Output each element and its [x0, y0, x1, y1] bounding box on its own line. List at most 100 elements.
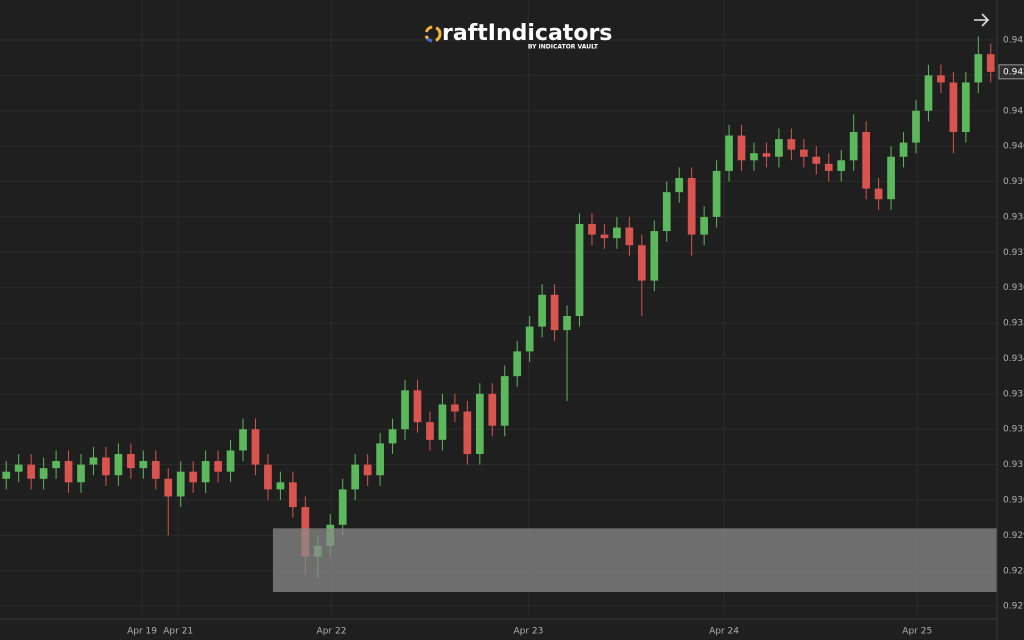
candle-body [986, 54, 995, 72]
y-tick-label: 0.929 [1003, 531, 1024, 541]
candle-body [588, 223, 596, 235]
candle-body [849, 131, 858, 161]
candle-body [837, 160, 846, 171]
candle-body [937, 75, 945, 83]
y-tick-label: 0.934 [1003, 354, 1024, 364]
brand: raftIndicators [442, 21, 612, 46]
candle-body [14, 464, 23, 472]
candle-body [438, 404, 447, 440]
candle-body [114, 453, 123, 476]
candle-body [363, 464, 372, 476]
x-tick-label: Apr 24 [709, 627, 739, 637]
candle-body [376, 443, 384, 476]
candle-body [862, 131, 871, 189]
candle-body [762, 153, 771, 157]
candle-body [276, 482, 285, 490]
candle-body [725, 135, 733, 171]
candle-body [451, 404, 459, 412]
candle-body [338, 489, 347, 525]
x-tick-label: Apr 25 [902, 627, 932, 637]
x-tick-label: Apr 19 [127, 627, 157, 637]
candle-body [550, 294, 559, 331]
candle-body [924, 75, 933, 111]
candle-body [102, 457, 110, 476]
candle-body [463, 411, 472, 454]
candle-body [824, 163, 833, 171]
candle-body [426, 422, 434, 440]
candle-body [251, 429, 260, 465]
candle-body [662, 192, 671, 232]
candle-body [675, 177, 684, 193]
candle-body [351, 464, 360, 490]
candle-body [874, 188, 883, 200]
candle-body [563, 315, 571, 331]
y-tick-label: 0.935 [1003, 319, 1024, 329]
y-tick-label: 0.928 [1003, 566, 1024, 576]
candle-body [737, 135, 746, 161]
logo-icon [424, 25, 442, 43]
candle-body [475, 393, 484, 454]
candle-body [201, 461, 210, 483]
candle-body [488, 393, 497, 426]
candle-body [613, 227, 621, 239]
y-tick-label: 0.927 [1003, 602, 1024, 612]
grid [0, 0, 997, 615]
candle-body [525, 326, 534, 352]
candle-body [712, 170, 721, 217]
candle-body [799, 149, 808, 157]
candle-body [413, 390, 422, 423]
y-tick-label: 0.930 [1003, 495, 1024, 505]
arrow-icon[interactable] [974, 13, 990, 27]
candle-body [189, 471, 198, 483]
candle-body [949, 82, 958, 132]
candle-body [151, 461, 160, 479]
candle-body [650, 231, 659, 281]
candle-body [899, 142, 908, 157]
x-tick-label: Apr 22 [317, 627, 347, 637]
candle-body [139, 461, 148, 469]
candle-body [214, 461, 222, 472]
brand-sub: BY INDICATOR VAULT [528, 44, 599, 51]
candle-body [700, 216, 708, 235]
candle-body [126, 453, 135, 469]
candle-body [625, 227, 634, 246]
y-tick-label: 0.940 [1003, 142, 1024, 152]
y-tick-label: 0.943 [1003, 35, 1024, 45]
axes: 0.927 0.928 0.929 0.930 0.931 0.932 0.933 0.934… [127, 35, 1024, 637]
candle-body [264, 464, 272, 490]
y-tick-label: 0.936 [1003, 283, 1024, 293]
next-button[interactable] [974, 13, 990, 27]
candle-body [513, 351, 522, 377]
plot [2, 36, 998, 592]
y-tick-label: 0.939 [1003, 177, 1024, 187]
candle-body [961, 82, 970, 132]
last-price-box [998, 64, 1024, 80]
candle-body [575, 223, 584, 316]
candle-body [974, 54, 983, 83]
candle-body [750, 153, 758, 161]
candle-body [52, 461, 60, 469]
candle-body [226, 450, 235, 472]
candle-body [77, 464, 85, 483]
candle-body [500, 376, 509, 426]
candle-body [600, 234, 609, 239]
y-tick-label: 0.933 [1003, 389, 1024, 399]
logo: raftIndicators BY INDICATOR VAULT [424, 21, 612, 51]
candle-body [64, 461, 73, 483]
candle-body [401, 390, 409, 430]
candle-body [775, 139, 783, 157]
candle-body [887, 156, 895, 200]
last-price-label: 0.942 [1003, 67, 1024, 77]
candle-body [388, 429, 397, 444]
y-tick-label: 0.938 [1003, 212, 1024, 222]
x-tick-label: Apr 21 [163, 627, 193, 637]
candle-body [637, 245, 646, 281]
candle-body [176, 471, 185, 497]
candle-body [538, 294, 546, 327]
y-tick-label: 0.941 [1003, 106, 1024, 116]
x-tick-label: Apr 23 [513, 627, 543, 637]
zone [272, 528, 998, 592]
candle-body [812, 156, 821, 164]
